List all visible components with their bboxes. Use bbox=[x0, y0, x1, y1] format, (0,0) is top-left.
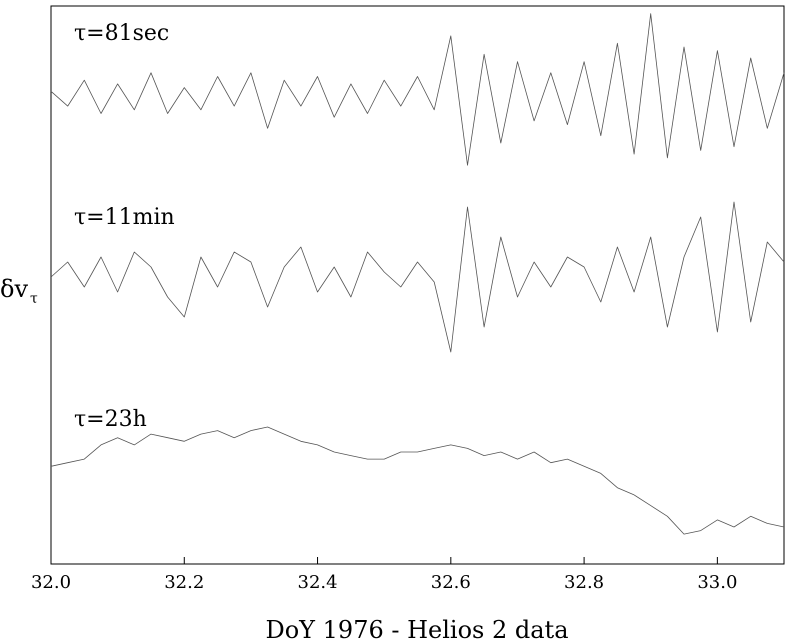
plot-frame bbox=[50, 5, 785, 565]
x-tick-label: 33.0 bbox=[697, 572, 737, 593]
x-tick-label: 32.8 bbox=[564, 572, 604, 593]
series-line-1 bbox=[50, 13, 785, 166]
x-axis-label: DoY 1976 - Helios 2 data bbox=[265, 616, 568, 644]
y-axis-label-subscript: τ bbox=[30, 291, 38, 307]
x-tick-label: 32.4 bbox=[298, 572, 338, 593]
traces-layer bbox=[50, 13, 785, 535]
panel-label-11min: τ=11min bbox=[74, 205, 175, 230]
y-axis-label-main: δv bbox=[0, 275, 28, 303]
x-tick-label: 32.0 bbox=[31, 572, 71, 593]
series-line-3 bbox=[50, 426, 785, 535]
panel-label-81sec: τ=81sec bbox=[74, 21, 169, 46]
panel-label-23h: τ=23h bbox=[74, 407, 147, 432]
x-axis-ticks: 32.0 32.2 32.4 32.6 32.8 33.0 bbox=[31, 557, 737, 593]
series-line-2 bbox=[50, 201, 785, 353]
x-tick-label: 32.2 bbox=[164, 572, 204, 593]
x-tick-label: 32.6 bbox=[431, 572, 471, 593]
y-axis-label: δv τ bbox=[0, 275, 38, 307]
